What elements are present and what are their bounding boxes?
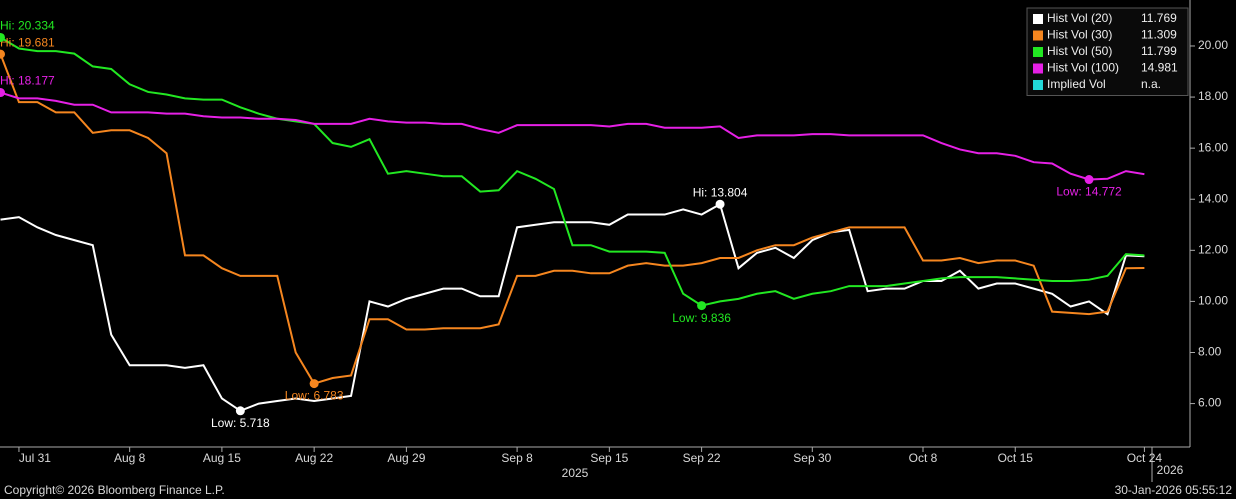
year-label: 2025 [562, 466, 589, 480]
footer-timestamp: 30-Jan-2026 05:55:12 [1115, 483, 1233, 497]
extreme-marker [235, 406, 245, 416]
x-tick-label: Oct 24 [1127, 451, 1163, 465]
extreme-label: Hi: 13.804 [693, 185, 748, 199]
extreme-label: Low: 6.783 [285, 389, 344, 403]
legend-swatch [1033, 14, 1043, 24]
extreme-label: Hi: 18.177 [0, 74, 55, 88]
x-tick-label: Sep 22 [683, 451, 721, 465]
y-tick-label: 6.00 [1198, 396, 1222, 410]
year-label: 2026 [1157, 463, 1184, 477]
legend-value: 11.309 [1141, 28, 1177, 42]
y-tick-label: 14.00 [1198, 191, 1228, 205]
legend-value: 14.981 [1141, 61, 1178, 75]
y-tick-label: 18.00 [1198, 89, 1228, 103]
extreme-marker [0, 49, 5, 59]
x-tick-label: Aug 8 [114, 451, 146, 465]
legend-swatch [1033, 63, 1043, 74]
legend-swatch [1033, 80, 1043, 90]
extreme-marker [715, 199, 725, 209]
x-tick-label: Oct 15 [998, 451, 1034, 465]
extreme-label: Hi: 19.681 [0, 35, 55, 49]
y-tick-label: 8.00 [1198, 345, 1222, 359]
series-line [0, 91, 1145, 181]
extreme-label: Low: 9.836 [672, 311, 731, 325]
series-line [0, 202, 1145, 412]
x-tick-label: Aug 22 [295, 451, 333, 465]
x-tick-label: Aug 15 [203, 451, 241, 465]
y-tick-label: 20.00 [1198, 38, 1228, 52]
legend-box [1026, 7, 1189, 96]
extreme-marker [1084, 175, 1094, 185]
x-tick-label: Jul 31 [19, 451, 51, 465]
extreme-marker [0, 32, 5, 42]
x-tick-label: Sep 15 [590, 451, 628, 465]
series-line [0, 53, 1145, 385]
extreme-marker [0, 88, 5, 98]
legend-name: Hist Vol (30) [1047, 28, 1112, 42]
x-tick-label: Aug 29 [387, 451, 425, 465]
legend-swatch [1033, 47, 1043, 57]
x-tick-label: Oct 8 [909, 451, 938, 465]
extreme-label: Low: 5.718 [211, 416, 270, 430]
x-tick-label: Sep 8 [501, 451, 533, 465]
series-line [0, 36, 1145, 307]
legend-name: Hist Vol (50) [1047, 44, 1112, 58]
legend-value: 11.769 [1141, 11, 1177, 25]
y-tick-label: 16.00 [1198, 140, 1228, 154]
y-tick-label: 10.00 [1198, 294, 1228, 308]
extreme-marker [309, 379, 319, 389]
legend-name: Hist Vol (20) [1047, 11, 1112, 25]
legend-name: Implied Vol [1047, 77, 1106, 91]
legend-name: Hist Vol (100) [1047, 61, 1119, 75]
footer-copyright: Copyright© 2026 Bloomberg Finance L.P. [4, 483, 225, 497]
extreme-label: Low: 14.772 [1056, 185, 1122, 199]
x-tick-label: Sep 30 [793, 451, 831, 465]
extreme-marker [697, 301, 707, 311]
y-tick-label: 12.00 [1198, 242, 1228, 256]
legend-swatch [1033, 30, 1043, 41]
legend-value: 11.799 [1141, 44, 1177, 58]
legend-value: n.a. [1141, 77, 1161, 91]
extreme-label: Hi: 20.334 [0, 19, 55, 33]
